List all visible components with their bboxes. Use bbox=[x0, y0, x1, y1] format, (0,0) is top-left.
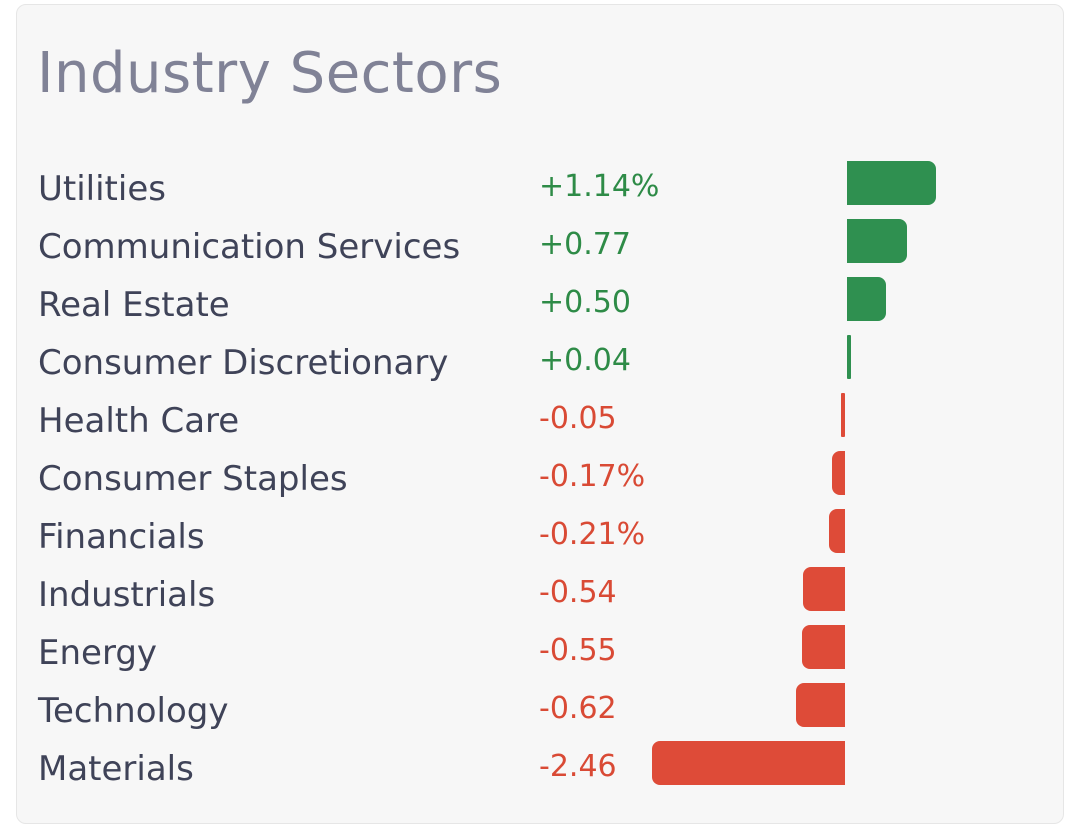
sector-change-bar bbox=[801, 625, 845, 669]
sector-change-bar bbox=[847, 161, 937, 205]
sector-row: Financials -0.21% bbox=[17, 509, 1065, 567]
sector-row: Materials -2.46 bbox=[17, 741, 1065, 799]
sector-label: Consumer Discretionary bbox=[38, 343, 449, 383]
sector-change-value: -0.55 bbox=[539, 633, 617, 668]
sector-change-value: -0.62 bbox=[539, 691, 617, 726]
sector-change-bar bbox=[847, 219, 908, 263]
sector-change-bar bbox=[831, 451, 845, 495]
card-title: Industry Sectors bbox=[37, 41, 503, 106]
sector-label: Financials bbox=[38, 517, 205, 557]
sector-change-value: -0.17% bbox=[539, 459, 646, 494]
sector-change-value: +0.04 bbox=[539, 343, 631, 378]
sector-row: Technology -0.62 bbox=[17, 683, 1065, 741]
sector-change-bar bbox=[828, 509, 845, 553]
sector-change-bar bbox=[802, 567, 845, 611]
sector-label: Health Care bbox=[38, 401, 240, 441]
sector-row: Health Care -0.05 bbox=[17, 393, 1065, 451]
sector-change-value: -0.54 bbox=[539, 575, 617, 610]
sector-change-bar bbox=[847, 335, 851, 379]
sector-change-bar bbox=[796, 683, 845, 727]
sector-label: Technology bbox=[38, 691, 229, 731]
sector-change-value: -0.05 bbox=[539, 401, 617, 436]
sector-row: Consumer Staples -0.17% bbox=[17, 451, 1065, 509]
sector-change-bar bbox=[651, 741, 845, 785]
sector-label: Consumer Staples bbox=[38, 459, 348, 499]
sector-row: Utilities +1.14% bbox=[17, 161, 1065, 219]
sector-change-bar bbox=[841, 393, 845, 437]
sector-change-value: +1.14% bbox=[539, 169, 660, 204]
sector-change-value: +0.50 bbox=[539, 285, 631, 320]
sector-label: Communication Services bbox=[38, 227, 461, 267]
sector-row: Industrials -0.54 bbox=[17, 567, 1065, 625]
sector-row: Communication Services +0.77 bbox=[17, 219, 1065, 277]
sector-change-value: +0.77 bbox=[539, 227, 631, 262]
industry-sectors-card: Industry Sectors Utilities +1.14% Communic… bbox=[16, 4, 1064, 824]
sector-change-value: -2.46 bbox=[539, 749, 617, 784]
sector-label: Materials bbox=[38, 749, 194, 789]
sector-change-value: -0.21% bbox=[539, 517, 646, 552]
sector-label: Industrials bbox=[38, 575, 216, 615]
sector-label: Energy bbox=[38, 633, 158, 673]
sector-row: Consumer Discretionary +0.04 bbox=[17, 335, 1065, 393]
sector-change-bar bbox=[847, 277, 887, 321]
sector-row: Energy -0.55 bbox=[17, 625, 1065, 683]
sector-row: Real Estate +0.50 bbox=[17, 277, 1065, 335]
sector-label: Real Estate bbox=[38, 285, 230, 325]
sector-label: Utilities bbox=[38, 169, 166, 209]
